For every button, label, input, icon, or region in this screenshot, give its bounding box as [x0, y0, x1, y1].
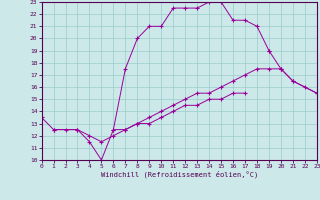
- X-axis label: Windchill (Refroidissement éolien,°C): Windchill (Refroidissement éolien,°C): [100, 171, 258, 178]
